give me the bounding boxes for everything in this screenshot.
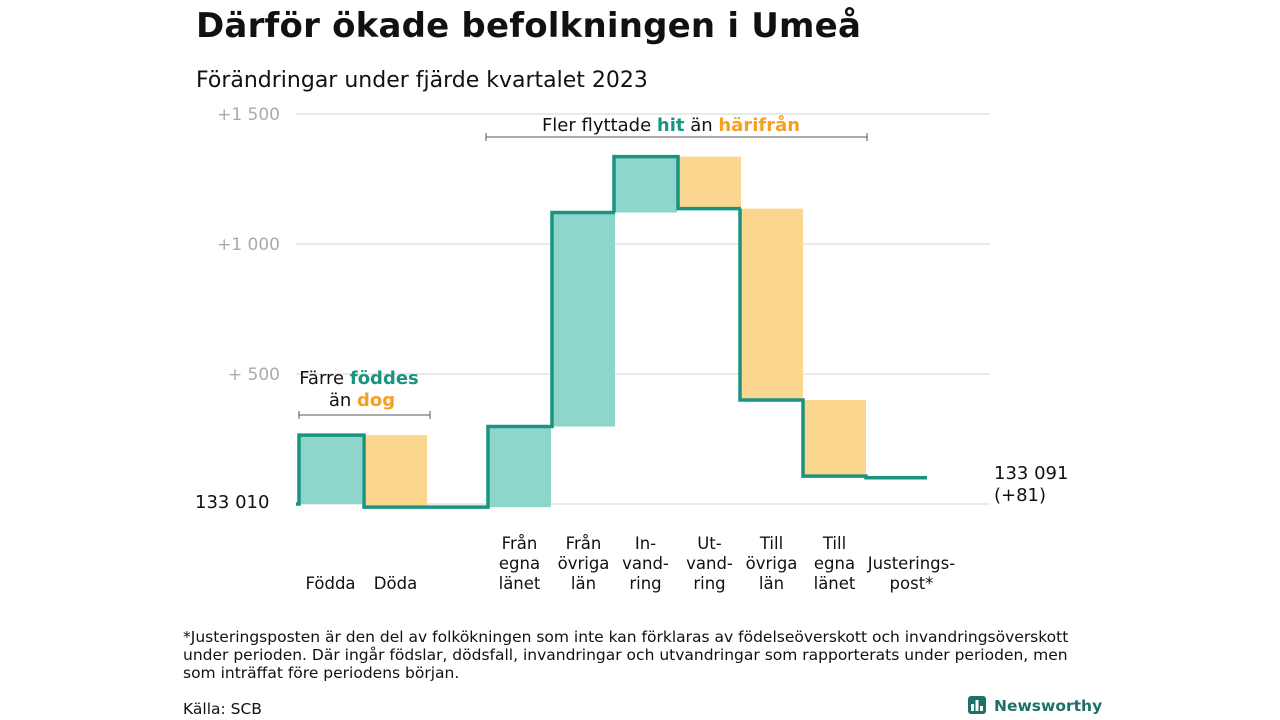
category-label: Ut- xyxy=(697,534,722,553)
category-label: Till xyxy=(822,534,846,553)
brand-logo: Newsworthy xyxy=(968,696,1102,716)
y-tick-label: + 500 xyxy=(228,365,280,385)
category-label: länet xyxy=(814,574,856,593)
brand-name: Newsworthy xyxy=(994,697,1103,715)
category-label: länet xyxy=(499,574,541,593)
category-label: ring xyxy=(629,574,661,593)
bar-outflow xyxy=(364,435,427,508)
category-label: Från xyxy=(502,534,538,553)
category-label: ring xyxy=(693,574,725,593)
category-label: övriga xyxy=(746,554,798,573)
newsworthy-logo-icon xyxy=(968,696,986,714)
category-label: Till xyxy=(759,534,783,553)
category-label: Justerings- xyxy=(867,554,955,573)
cumulative-line xyxy=(296,154,927,509)
end-value-label: 133 091 xyxy=(994,463,1068,484)
bar-inflow xyxy=(299,435,362,504)
category-label: Från xyxy=(566,534,602,553)
chart-subtitle: Förändringar under fjärde kvartalet 2023 xyxy=(196,68,648,93)
end-change-label: (+81) xyxy=(994,485,1046,506)
annotation-births-line1: Färre föddes xyxy=(299,368,419,389)
annotation-births-line2: än dog xyxy=(329,390,395,411)
category-label: län xyxy=(759,574,784,593)
chart-title: Därför ökade befolkningen i Umeå xyxy=(196,6,862,46)
category-label: In- xyxy=(635,534,656,553)
bar-inflow xyxy=(488,426,551,508)
y-tick-label: +1 000 xyxy=(217,235,280,255)
category-label: Födda xyxy=(305,574,355,593)
category-label: egna xyxy=(814,554,855,573)
y-tick-label: +1 500 xyxy=(217,105,280,125)
category-label: vand- xyxy=(622,554,669,573)
category-label: Döda xyxy=(374,574,417,593)
bar-inflow xyxy=(614,156,677,213)
category-label: vand- xyxy=(686,554,733,573)
bar-outflow xyxy=(740,208,803,400)
source-note: Källa: SCB xyxy=(183,700,262,718)
category-label: län xyxy=(571,574,596,593)
start-value-label: 133 010 xyxy=(195,492,269,513)
annotation-moves: Fler flyttade hit än härifrån xyxy=(542,114,800,136)
bar-outflow xyxy=(678,156,741,209)
bar-inflow xyxy=(552,212,615,427)
footnote: *Justeringsposten är den del av folkökni… xyxy=(183,628,1069,682)
category-label: övriga xyxy=(558,554,610,573)
bar-outflow xyxy=(803,400,866,477)
category-label: post* xyxy=(890,574,934,593)
category-label: egna xyxy=(499,554,540,573)
